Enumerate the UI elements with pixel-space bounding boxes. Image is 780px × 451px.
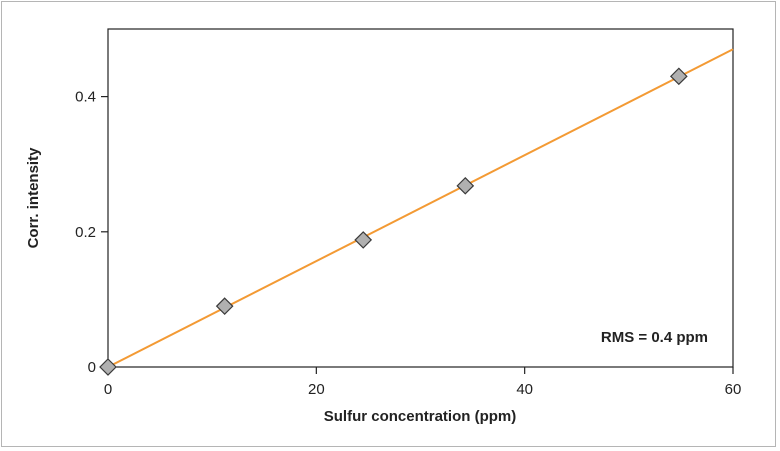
x-axis-ticks: 0 20 40 60 [104,367,742,398]
y-tick-label: 0.4 [75,89,96,106]
x-tick-label: 20 [308,381,325,398]
y-tick-label: 0 [88,359,96,376]
x-tick-label: 60 [725,381,742,398]
plot-area [107,28,734,368]
data-point-marker [456,176,475,195]
y-tick-label: 0.2 [75,224,96,241]
data-point-marker [99,358,117,376]
x-axis-title: Sulfur concentration (ppm) [324,408,517,425]
fit-line [107,48,734,368]
rms-annotation: RMS = 0.4 ppm [601,329,708,346]
x-tick-label: 40 [516,381,533,398]
series-lines [107,48,734,368]
data-point-marker [215,297,234,316]
data-point-marker [354,231,373,249]
x-tick-label: 0 [104,381,112,398]
data-point-marker [669,67,688,86]
y-axis-ticks: 0 0.2 0.4 [75,89,108,376]
y-axis-title: Corr. intensity [25,147,42,249]
series-points [99,67,688,376]
